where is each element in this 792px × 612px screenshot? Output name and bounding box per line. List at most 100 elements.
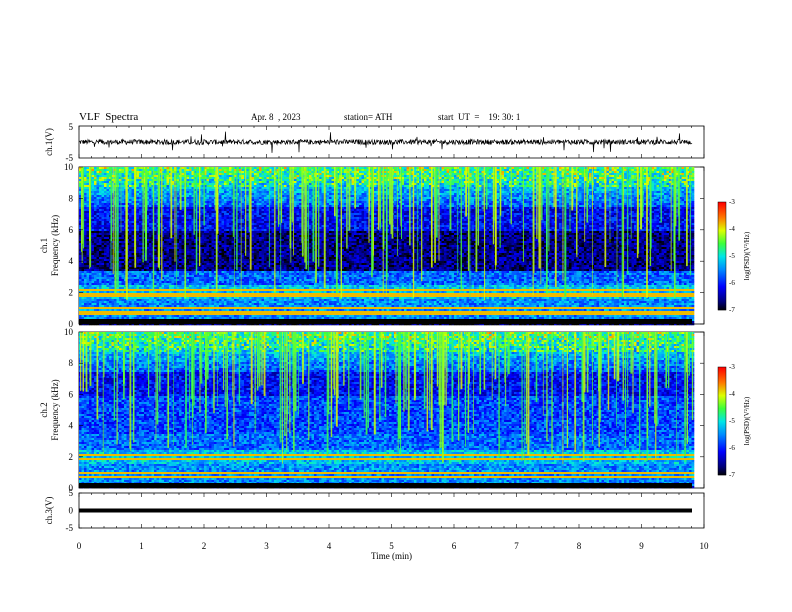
- spectrogram-cell: [86, 293, 90, 296]
- spectrogram-cell: [104, 297, 107, 300]
- spectrogram-cell: [104, 261, 107, 264]
- spectrogram-cell: [121, 205, 125, 208]
- spectrogram-cell: [131, 203, 135, 206]
- spectrogram-cell: [199, 183, 202, 186]
- spectrogram-cell: [181, 307, 185, 310]
- spectrogram-cell: [114, 305, 117, 308]
- spectrogram-cell: [189, 263, 192, 266]
- spectrogram-cell: [219, 301, 222, 304]
- spectrogram-cell: [84, 193, 87, 196]
- spectrogram-cell: [94, 199, 97, 202]
- spectrogram-cell: [136, 187, 140, 190]
- spectrogram-cell: [164, 241, 167, 244]
- spectrogram-cell: [136, 175, 140, 178]
- spectrogram-cell: [191, 249, 195, 252]
- spectrogram-cell: [164, 215, 167, 218]
- spectrogram-cell: [201, 255, 205, 258]
- spectrogram-cell: [194, 221, 197, 224]
- spectrogram-cell: [209, 257, 212, 260]
- spectrogram-cell: [126, 267, 130, 270]
- spectrogram-cell: [136, 311, 140, 314]
- spectrogram-cell: [194, 295, 197, 298]
- spectrogram-cell: [171, 251, 175, 254]
- spectrogram-cell: [181, 249, 185, 252]
- spectrogram-cell: [191, 297, 195, 300]
- spectrogram-cell: [86, 279, 90, 282]
- spectrogram-cell: [206, 207, 210, 210]
- spectrogram-cell: [181, 261, 185, 264]
- spectrogram-cell: [111, 309, 115, 312]
- spectrogram-cell: [164, 207, 167, 210]
- spectrogram-cell: [169, 253, 172, 256]
- spectrogram-cell: [196, 235, 200, 238]
- spectrogram-cell: [119, 201, 122, 204]
- spectrogram-cell: [219, 177, 222, 180]
- spectrogram-cell: [164, 185, 167, 188]
- spectrogram-cell: [114, 315, 117, 318]
- spectrogram-cell: [189, 271, 192, 274]
- spectrogram-cell: [139, 209, 142, 212]
- spectrogram-cell: [186, 311, 190, 314]
- spectrogram-cell: [186, 243, 190, 246]
- spectrogram-cell: [219, 233, 222, 236]
- spectrogram-cell: [89, 277, 92, 280]
- spectrogram-cell: [166, 197, 170, 200]
- spectrogram-cell: [134, 267, 137, 270]
- spectrogram-cell: [79, 263, 82, 266]
- spectrogram-cell: [211, 229, 215, 232]
- spectrogram-cell: [106, 183, 110, 186]
- spectrogram-cell: [96, 317, 100, 320]
- spectrogram-cell: [109, 231, 112, 234]
- spectrogram-cell: [156, 323, 160, 326]
- spectrogram-cell: [139, 247, 142, 250]
- spectrogram-cell: [91, 215, 95, 218]
- spectrogram-cell: [149, 227, 152, 230]
- spectrogram-cell: [199, 243, 202, 246]
- spectrogram-cell: [139, 225, 142, 228]
- spectrogram-cell: [151, 311, 155, 314]
- spectrogram-cell: [216, 271, 220, 274]
- spectrogram-cell: [186, 249, 190, 252]
- spectrogram-cell: [119, 271, 122, 274]
- spectrogram-cell: [109, 277, 112, 280]
- spectrogram-cell: [134, 283, 137, 286]
- spectrogram-cell: [176, 167, 180, 170]
- spectrogram-cell: [106, 235, 110, 238]
- spectrogram-cell: [144, 293, 147, 296]
- spectrogram-cell: [196, 317, 200, 320]
- spectrogram-cell: [96, 209, 100, 212]
- spectrogram-cell: [131, 197, 135, 200]
- spectrogram-cell: [106, 323, 110, 326]
- spectrogram-cell: [86, 317, 90, 320]
- spectrogram-cell: [171, 245, 175, 248]
- spectrogram-cell: [101, 261, 105, 264]
- spectrogram-cell: [94, 223, 97, 226]
- spectrogram-cell: [129, 305, 132, 308]
- spectrogram-cell: [109, 271, 112, 274]
- spectrogram-cell: [221, 189, 225, 192]
- spectrogram-cell: [186, 253, 190, 256]
- spectrogram-cell: [164, 205, 167, 208]
- spectrogram-cell: [106, 281, 110, 284]
- spectrogram-cell: [139, 191, 142, 194]
- spectrogram-cell: [79, 275, 82, 278]
- spectrogram-cell: [146, 253, 150, 256]
- spectrogram-cell: [191, 295, 195, 298]
- spectrogram-cell: [119, 197, 122, 200]
- spectrogram-cell: [219, 231, 222, 234]
- spectrogram-cell: [106, 201, 110, 204]
- spectrogram-cell: [101, 265, 105, 268]
- spectrogram-cell: [86, 287, 90, 290]
- spectrogram-cell: [139, 173, 142, 176]
- spectrogram-cell: [159, 307, 162, 310]
- spectrogram-cell: [204, 305, 207, 308]
- spectrogram-cell: [204, 167, 207, 170]
- spectrogram-cell: [159, 209, 162, 212]
- spectrogram-cell: [86, 223, 90, 226]
- spectrogram-cell: [151, 317, 155, 320]
- spectrogram-cell: [209, 221, 212, 224]
- spectrogram-cell: [79, 317, 82, 320]
- spectrogram-cell: [91, 295, 95, 298]
- spectrogram-cell: [211, 261, 215, 264]
- spectrogram-cell: [161, 267, 165, 270]
